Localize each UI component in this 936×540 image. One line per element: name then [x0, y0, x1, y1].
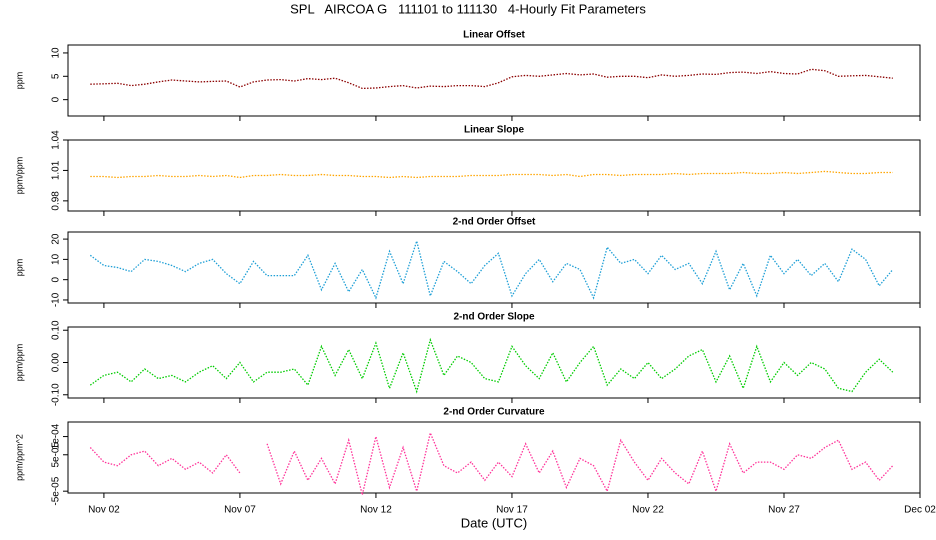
y-axis-label: ppm/ppm: [14, 157, 24, 195]
y-tick-label: -10: [51, 292, 62, 307]
y-axis-label: ppm: [14, 259, 24, 277]
y-tick-label: 5: [51, 73, 62, 79]
main-title: SPL AIRCOA G 111101 to 111130 4-Hourly F…: [290, 1, 646, 16]
y-tick-label: -5e-05: [51, 476, 62, 505]
panel-title: 2-nd Order Offset: [453, 217, 536, 228]
y-tick-label: 0: [51, 276, 62, 282]
y-tick-label: 1.04: [51, 130, 62, 150]
y-tick-label: 0.98: [51, 191, 62, 211]
panel-frame: [67, 44, 921, 117]
y-tick-label: 1.01: [51, 160, 62, 180]
y-tick-label: 0: [51, 96, 62, 102]
panel-frame: [67, 231, 921, 304]
data-line: [89, 238, 894, 300]
panel-frame: [67, 421, 921, 494]
x-tick-label: Nov 02: [88, 505, 120, 516]
panel-title: Linear Slope: [464, 125, 524, 136]
x-tick-label: Nov 12: [360, 505, 392, 516]
panel-frame: [67, 139, 921, 212]
y-tick-label: 10: [51, 253, 62, 265]
data-line: [90, 170, 893, 179]
y-axis-label: ppm: [14, 72, 24, 90]
data-line: [89, 430, 894, 495]
x-tick-label: Nov 07: [224, 505, 256, 516]
panel-title: 2-nd Order Curvature: [443, 407, 545, 418]
panel-title: Linear Offset: [463, 30, 525, 41]
y-tick-label: 20: [51, 233, 62, 245]
y-axis-label: ppm/ppm: [14, 344, 24, 382]
x-axis-label: Date (UTC): [461, 515, 527, 530]
panel-title: 2-nd Order Slope: [453, 312, 535, 323]
y-tick-label: 0.00: [51, 352, 62, 372]
y-tick-label: 5e-05: [51, 442, 62, 468]
data-line: [90, 68, 893, 90]
x-tick-label: Nov 27: [768, 505, 800, 516]
data-line: [89, 337, 894, 394]
y-tick-label: -0.10: [51, 383, 62, 406]
panel-frame: [67, 326, 921, 399]
x-tick-label: Nov 17: [496, 505, 528, 516]
x-tick-label: Dec 02: [904, 505, 936, 516]
y-tick-label: 0.10: [51, 320, 62, 340]
y-tick-label: 1e-04: [51, 423, 62, 449]
y-tick-label: 10: [51, 47, 62, 59]
y-axis-label: ppm/ppm^2: [14, 434, 24, 481]
x-tick-label: Nov 22: [632, 505, 664, 516]
